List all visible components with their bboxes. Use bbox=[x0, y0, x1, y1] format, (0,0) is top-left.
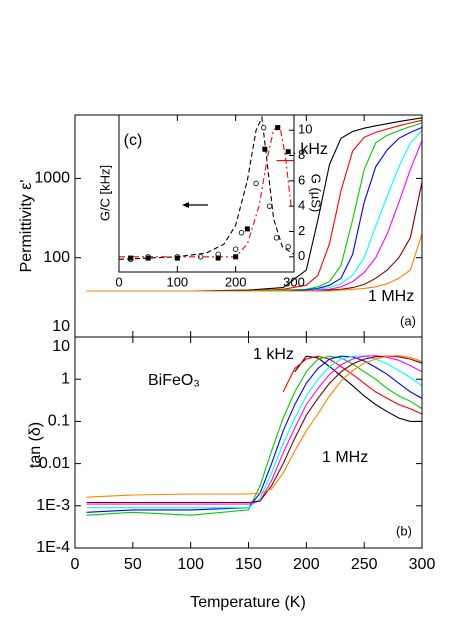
series-line bbox=[86, 355, 423, 516]
x-tick-label: 100 bbox=[166, 274, 188, 289]
y-tick-label: 0.01 bbox=[39, 455, 70, 472]
marker-square bbox=[215, 255, 221, 261]
series-line bbox=[86, 355, 423, 509]
inset-background bbox=[119, 115, 294, 272]
plot-frame bbox=[118, 114, 295, 273]
marker-square bbox=[262, 146, 268, 152]
y-tick-label: 100 bbox=[43, 249, 70, 266]
x-tick-label: 250 bbox=[351, 556, 378, 573]
panel-label: (c) bbox=[124, 132, 143, 149]
x-axis-label: Temperature (K) bbox=[190, 594, 306, 611]
annotation: 1 kHz bbox=[253, 346, 294, 363]
series-line bbox=[86, 355, 423, 505]
y-tick-label: 10 bbox=[52, 338, 70, 355]
marker-circle bbox=[273, 235, 280, 241]
marker-square bbox=[145, 255, 151, 261]
marker-square bbox=[128, 255, 134, 261]
y-tick-label: 1000 bbox=[34, 170, 70, 187]
marker-square bbox=[233, 254, 239, 260]
x-tick-label: 0 bbox=[115, 274, 122, 289]
y-axis-label: tan (δ) bbox=[27, 422, 44, 468]
x-tick-label: 200 bbox=[293, 556, 320, 573]
y-axis-label: G/C [kHz] bbox=[97, 165, 112, 221]
x-tick-label: 50 bbox=[124, 556, 142, 573]
y-axis-label: Permittivity ε' bbox=[18, 180, 35, 273]
y2-tick-label: 6 bbox=[298, 172, 305, 187]
y-tick-label: 10 bbox=[52, 318, 70, 335]
y-tick-label: 1 bbox=[61, 370, 70, 387]
marker-circle bbox=[266, 203, 273, 209]
x-tick-label: 0 bbox=[71, 556, 80, 573]
marker-square bbox=[244, 226, 250, 232]
y-tick-label: 1E-4 bbox=[36, 539, 70, 556]
series-line bbox=[86, 355, 423, 498]
marker-square bbox=[174, 255, 180, 261]
marker-circle bbox=[238, 230, 245, 236]
y-tick-label: 1E-3 bbox=[36, 497, 70, 514]
marker-circle bbox=[232, 246, 239, 252]
series-line bbox=[119, 122, 292, 258]
panel-label: (a) bbox=[400, 313, 416, 328]
x-tick-label: 200 bbox=[225, 274, 247, 289]
y2-tick-label: 0 bbox=[298, 248, 305, 263]
y2-tick-label: 8 bbox=[298, 147, 305, 162]
y2-tick-label: 10 bbox=[298, 122, 312, 137]
y2-axis-label: G (µS) bbox=[309, 174, 324, 213]
x-tick-label: 300 bbox=[283, 274, 305, 289]
series-line bbox=[282, 355, 423, 415]
series-line bbox=[294, 355, 422, 422]
annotation: BiFeO₃ bbox=[148, 372, 200, 389]
annotation: 1 kHz bbox=[287, 141, 328, 158]
series-line bbox=[86, 233, 423, 292]
arrow-head bbox=[182, 202, 189, 208]
marker-square bbox=[285, 149, 291, 155]
annotation: 1 MHz bbox=[368, 288, 414, 305]
annotation: 1 MHz bbox=[322, 449, 368, 466]
marker-square bbox=[275, 125, 281, 131]
panel-label: (b) bbox=[396, 523, 412, 538]
marker-circle bbox=[253, 180, 259, 187]
x-tick-label: 300 bbox=[409, 556, 436, 573]
y2-tick-label: 2 bbox=[298, 223, 305, 238]
marker-circle bbox=[285, 243, 291, 250]
y2-tick-label: 4 bbox=[298, 198, 305, 213]
x-tick-label: 100 bbox=[177, 556, 204, 573]
marker-circle bbox=[260, 124, 267, 131]
x-tick-label: 150 bbox=[235, 556, 262, 573]
y-tick-label: 0.1 bbox=[48, 413, 70, 430]
